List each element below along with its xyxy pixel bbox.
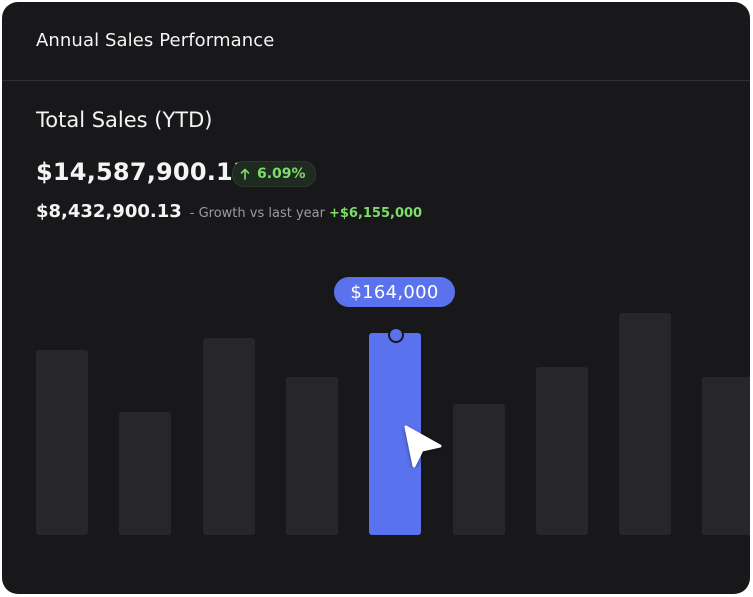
card-header: Annual Sales Performance (2, 2, 750, 81)
previous-value: $8,432,900.13 (36, 201, 182, 222)
card-title: Annual Sales Performance (36, 30, 275, 51)
bar[interactable] (453, 404, 505, 535)
bar[interactable] (36, 350, 88, 535)
section-title: Total Sales (YTD) (36, 108, 213, 132)
previous-row: $8,432,900.13 - Growth vs last year +$6,… (36, 201, 422, 222)
growth-amount: +$6,155,000 (328, 206, 423, 221)
bar[interactable] (702, 377, 750, 535)
bar-marker (388, 327, 404, 343)
total-sales-value: $14,587,900.13 (36, 158, 250, 186)
value-tooltip: $164,000 (334, 277, 455, 307)
bar[interactable] (203, 338, 255, 535)
arrow-up-icon (240, 168, 250, 180)
change-badge: 6.09% (232, 161, 316, 187)
change-percent: 6.09% (257, 166, 306, 182)
bar[interactable] (286, 377, 338, 535)
growth-label: - Growth vs last year (189, 206, 325, 221)
bar[interactable] (619, 313, 671, 535)
bar[interactable] (536, 367, 588, 535)
cursor-pointer-icon (404, 425, 442, 468)
bar[interactable] (119, 412, 171, 535)
